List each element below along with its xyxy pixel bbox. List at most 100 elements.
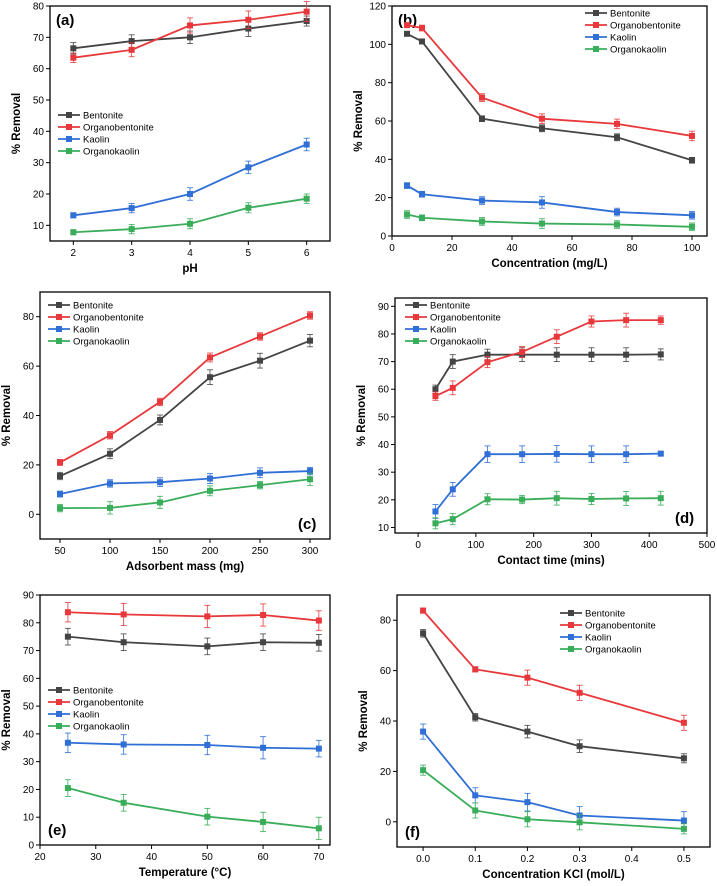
- data-point: [614, 134, 620, 141]
- series-line: [435, 319, 661, 397]
- data-point: [484, 451, 491, 458]
- x-tick-label: 40: [506, 243, 518, 254]
- chart-panel-c: 50 100 150 200 250 300 0 20 40 60 80 Adsorbent mass…: [1, 291, 331, 573]
- data-point: [57, 473, 63, 480]
- series-bentonite: [64, 627, 322, 656]
- y-tick-label: 40: [378, 440, 390, 451]
- panel-label: (e): [48, 822, 66, 839]
- data-point: [187, 191, 193, 197]
- data-point: [70, 54, 77, 61]
- data-point: [207, 374, 213, 381]
- data-point: [576, 689, 583, 696]
- data-point: [420, 607, 427, 614]
- legend-label: Kaolin: [73, 325, 99, 336]
- x-axis-title: Contact time (mins): [497, 555, 605, 567]
- data-point: [257, 469, 263, 476]
- data-point: [120, 639, 127, 646]
- data-point: [307, 476, 313, 483]
- y-tick-label: 20: [380, 767, 392, 778]
- legend-swatch-marker: [56, 711, 62, 717]
- x-tick-label: 40: [146, 852, 158, 863]
- x-tick-label: 20: [446, 243, 458, 254]
- x-tick-label: 100: [684, 243, 701, 254]
- data-point: [524, 674, 531, 681]
- series-kaolin: [57, 466, 313, 498]
- series-organokaolin: [432, 490, 664, 530]
- y-tick-label: 70: [378, 357, 390, 368]
- data-point: [404, 22, 410, 29]
- data-point: [689, 157, 695, 164]
- x-tick-label: 2: [71, 248, 77, 259]
- x-tick-label: 0.0: [416, 854, 430, 865]
- legend-swatch-marker: [593, 10, 599, 16]
- series-kaolin: [64, 732, 322, 760]
- data-point: [657, 317, 664, 324]
- y-tick-label: 60: [23, 362, 35, 373]
- data-point: [315, 617, 322, 624]
- data-point: [404, 211, 410, 218]
- data-point: [404, 30, 410, 37]
- legend: BentoniteOrganobentoniteKaolinOrganokaol…: [58, 111, 154, 158]
- data-point: [479, 218, 485, 225]
- series-line: [434, 452, 661, 512]
- legend-swatch-marker: [56, 314, 62, 320]
- data-point: [420, 767, 427, 774]
- data-point: [689, 223, 695, 230]
- x-tick-label: 400: [641, 540, 658, 551]
- data-point: [260, 744, 267, 751]
- legend-swatch-marker: [568, 622, 574, 628]
- legend-swatch-marker: [593, 34, 599, 40]
- series-line: [67, 741, 319, 750]
- data-point: [449, 358, 456, 365]
- data-point: [553, 495, 560, 502]
- data-point: [419, 38, 425, 45]
- legend-swatch-marker: [66, 124, 72, 130]
- data-point: [303, 141, 310, 148]
- data-point: [157, 398, 163, 405]
- data-point: [187, 220, 193, 227]
- legend-swatch-marker: [413, 338, 419, 344]
- x-tick-label: 100: [468, 540, 485, 551]
- data-point: [689, 132, 695, 139]
- y-tick-label: 80: [23, 618, 35, 629]
- y-tick-label: 50: [33, 96, 45, 107]
- data-point: [257, 333, 263, 340]
- series-line: [67, 611, 319, 622]
- series-organokaolin: [64, 779, 322, 840]
- legend: BentoniteOrganobentoniteKaolinOrganokaol…: [560, 609, 656, 656]
- data-point: [432, 386, 439, 393]
- data-point: [187, 34, 193, 41]
- data-point: [57, 491, 63, 498]
- data-point: [204, 613, 211, 620]
- series-organokaolin: [70, 193, 310, 236]
- data-point: [207, 354, 213, 361]
- y-axis-title: % Removal: [1, 689, 13, 750]
- legend-label: Organokaolin: [430, 337, 487, 348]
- data-point: [519, 451, 526, 458]
- legend-label: Organokaolin: [83, 147, 140, 158]
- data-point: [576, 819, 583, 826]
- chart-panel-a: 2 3 4 5 6 10 20 30 40 50 60 70 80 pH % Removal (a) Bento…: [11, 1, 331, 275]
- series-line: [59, 470, 311, 495]
- data-point: [157, 499, 163, 506]
- series-organokaolin: [57, 472, 313, 515]
- x-tick-label: 0.4: [625, 854, 639, 865]
- data-point: [680, 817, 687, 824]
- data-point: [484, 359, 491, 366]
- data-point: [419, 214, 425, 221]
- data-point: [303, 8, 310, 15]
- data-point: [689, 212, 695, 219]
- series-bentonite: [432, 347, 664, 394]
- y-tick-label: 30: [33, 158, 45, 169]
- legend: BentoniteOrganobentoniteKaolinOrganokaol…: [585, 9, 681, 56]
- y-axis-title: % Removal: [356, 385, 368, 446]
- data-point: [57, 459, 63, 466]
- data-point: [614, 221, 620, 228]
- data-point: [64, 785, 71, 792]
- y-tick-label: 20: [375, 193, 387, 204]
- x-tick-label: 0.3: [573, 854, 587, 865]
- x-tick-label: 0: [415, 540, 421, 551]
- data-point: [128, 38, 135, 45]
- y-tick-label: 50: [378, 412, 390, 423]
- legend-swatch-marker: [593, 22, 599, 28]
